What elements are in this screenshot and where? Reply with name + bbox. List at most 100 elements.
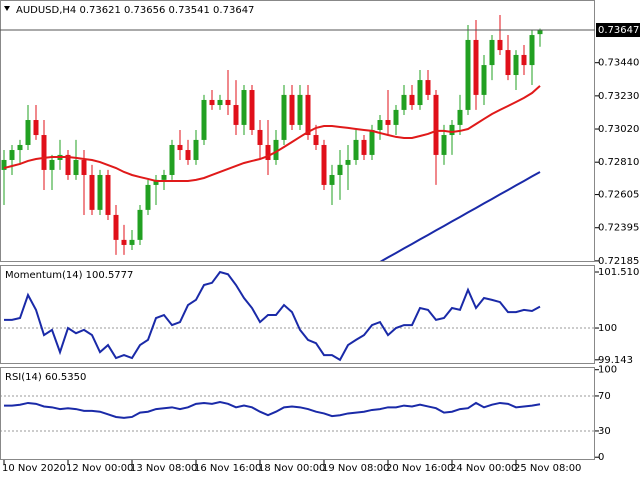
candle-body xyxy=(233,105,239,125)
candle-body xyxy=(353,139,359,160)
y-tick-label: 100 xyxy=(598,323,617,334)
candle-body xyxy=(521,54,527,66)
candle-body xyxy=(289,94,295,125)
panel-title: AUDUSD,H4 0.73621 0.73656 0.73541 0.7364… xyxy=(16,5,254,16)
x-tick-label: 19 Nov 08:00 xyxy=(322,463,389,474)
candle-body xyxy=(377,120,383,130)
candle-body xyxy=(441,135,447,155)
candle-body xyxy=(473,39,479,95)
candle-body xyxy=(281,94,287,140)
candle-body xyxy=(393,109,399,125)
candle-body xyxy=(41,135,47,170)
candle-body xyxy=(249,90,255,130)
candle-body xyxy=(361,139,367,155)
candle-body xyxy=(513,54,519,76)
candle-body xyxy=(217,99,223,106)
candle-body xyxy=(113,214,119,240)
candle-body xyxy=(169,144,175,175)
candle-body xyxy=(385,120,391,125)
candle-body xyxy=(481,65,487,95)
candle-body xyxy=(129,239,135,245)
candle-body xyxy=(177,144,183,151)
candle-body xyxy=(49,159,55,170)
y-tick-label: 30 xyxy=(598,426,611,437)
candle-body xyxy=(201,99,207,140)
candle-body xyxy=(73,159,79,175)
candle-body xyxy=(273,139,279,160)
candle-body xyxy=(465,39,471,110)
panel-frame xyxy=(0,265,595,364)
current-price-box xyxy=(596,23,640,38)
candle-body xyxy=(345,159,351,165)
candle-body xyxy=(337,164,343,175)
indicator-line xyxy=(4,270,541,362)
panel-title: Momentum(14) 100.5777 xyxy=(5,270,133,281)
candle-body xyxy=(97,174,103,210)
candle-body xyxy=(161,174,167,180)
indicator-line xyxy=(3,85,541,182)
candle-body xyxy=(305,94,311,136)
y-tick-label: 101.5108 xyxy=(598,267,640,278)
x-tick-label: 24 Nov 00:00 xyxy=(450,463,517,474)
candle-body xyxy=(137,209,143,240)
candle-body xyxy=(193,139,199,160)
candle-body xyxy=(65,154,71,175)
candle-body xyxy=(241,90,247,125)
current-price-label: 0.73647 xyxy=(598,25,639,36)
candle-body xyxy=(257,129,263,145)
x-tick-label: 13 Nov 08:00 xyxy=(130,463,197,474)
candle-body xyxy=(153,179,159,185)
y-tick-label: 0.72395 xyxy=(598,223,639,234)
y-tick-label: 0 xyxy=(598,452,604,463)
panel-frame xyxy=(0,0,595,262)
x-tick-label: 12 Nov 00:00 xyxy=(66,463,133,474)
y-tick-label: 100 xyxy=(598,365,617,376)
y-tick-label: 0.73230 xyxy=(598,91,639,102)
candle-body xyxy=(89,174,95,210)
panel-title: RSI(14) 60.5350 xyxy=(5,372,86,383)
candle-body xyxy=(105,174,111,215)
candle-body xyxy=(17,144,23,151)
candle-body xyxy=(417,80,423,106)
x-tick-label: 10 Nov 2020 xyxy=(2,463,66,474)
x-tick-label: 20 Nov 16:00 xyxy=(386,463,453,474)
candle-body xyxy=(321,144,327,185)
x-tick-label: 16 Nov 16:00 xyxy=(194,463,261,474)
candle-body xyxy=(369,129,375,155)
y-tick-label: 0.73440 xyxy=(598,58,639,69)
candle-body xyxy=(313,135,319,145)
candle-body xyxy=(433,94,439,155)
y-tick-label: 70 xyxy=(598,391,611,402)
x-tick-label: 25 Nov 08:00 xyxy=(514,463,581,474)
panel xyxy=(1,15,543,262)
candle-body xyxy=(529,35,535,66)
panel xyxy=(0,270,595,362)
y-tick-label: 0.72185 xyxy=(598,256,639,267)
candle-body xyxy=(9,150,15,160)
candle-body xyxy=(329,174,335,185)
indicator-line xyxy=(4,401,541,419)
candle-body xyxy=(505,50,511,76)
candle-body xyxy=(425,80,431,95)
candle-body xyxy=(265,144,271,160)
x-tick-label: 18 Nov 00:00 xyxy=(258,463,325,474)
candle-body xyxy=(33,120,39,136)
panel xyxy=(0,395,595,432)
candle-body xyxy=(457,109,463,125)
menu-arrow xyxy=(4,6,10,11)
candle-body xyxy=(81,159,87,175)
panel-frame xyxy=(0,367,595,460)
candle-body xyxy=(145,184,151,210)
y-tick-label: 0.72810 xyxy=(598,157,639,168)
candle-body xyxy=(1,159,7,170)
candle-body xyxy=(401,94,407,110)
candle-body xyxy=(121,239,127,245)
y-tick-label: 99.143 xyxy=(598,355,633,366)
candle-body xyxy=(297,94,303,125)
candle-body xyxy=(409,94,415,106)
candle-body xyxy=(489,39,495,66)
candle-body xyxy=(449,124,455,136)
